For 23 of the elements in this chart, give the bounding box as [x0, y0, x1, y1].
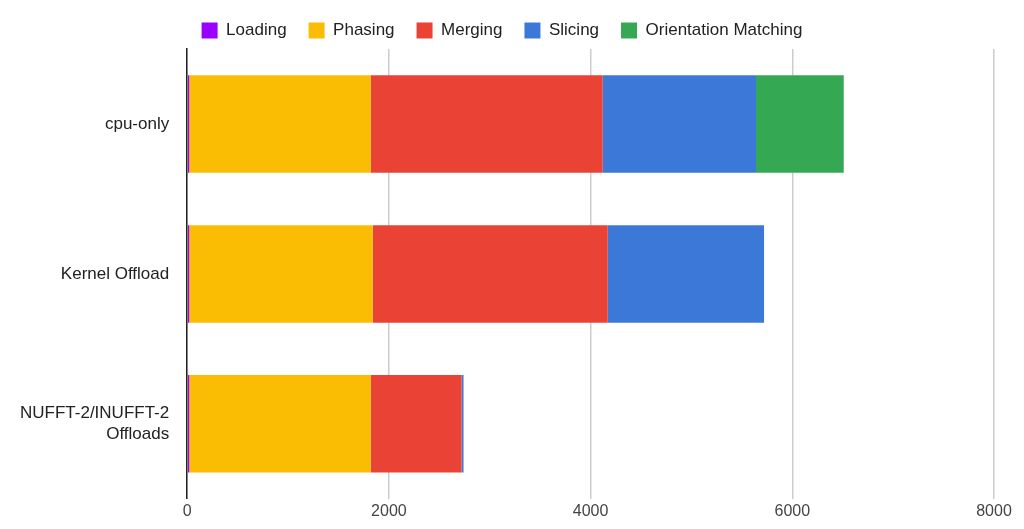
bar — [189, 375, 371, 473]
x-tick-label: 2000 — [371, 501, 407, 519]
x-tick-label: 4000 — [572, 501, 609, 519]
y-tick-label: cpu-only — [104, 113, 170, 133]
bar — [370, 375, 462, 473]
bar — [602, 75, 756, 173]
legend-label: Loading — [226, 20, 287, 40]
bar — [372, 225, 608, 323]
legend-label: Slicing — [548, 20, 600, 40]
bar — [189, 75, 371, 173]
y-tick-label: Kernel Offload — [60, 263, 170, 283]
x-tick-label: 6000 — [774, 501, 811, 519]
bar — [461, 375, 464, 473]
x-tick-label: 0 — [182, 501, 192, 519]
legend-label: Orientation Matching — [645, 20, 803, 40]
y-tick-label: NUFFT-2/INUFFT-2 Offloads — [20, 403, 170, 443]
bar — [370, 75, 603, 173]
bar — [756, 75, 844, 173]
legend-label: Phasing — [333, 20, 395, 40]
x-tick-label: 8000 — [976, 501, 1012, 519]
bar — [189, 225, 373, 323]
legend-label: Merging — [441, 20, 503, 40]
bar — [607, 225, 765, 323]
